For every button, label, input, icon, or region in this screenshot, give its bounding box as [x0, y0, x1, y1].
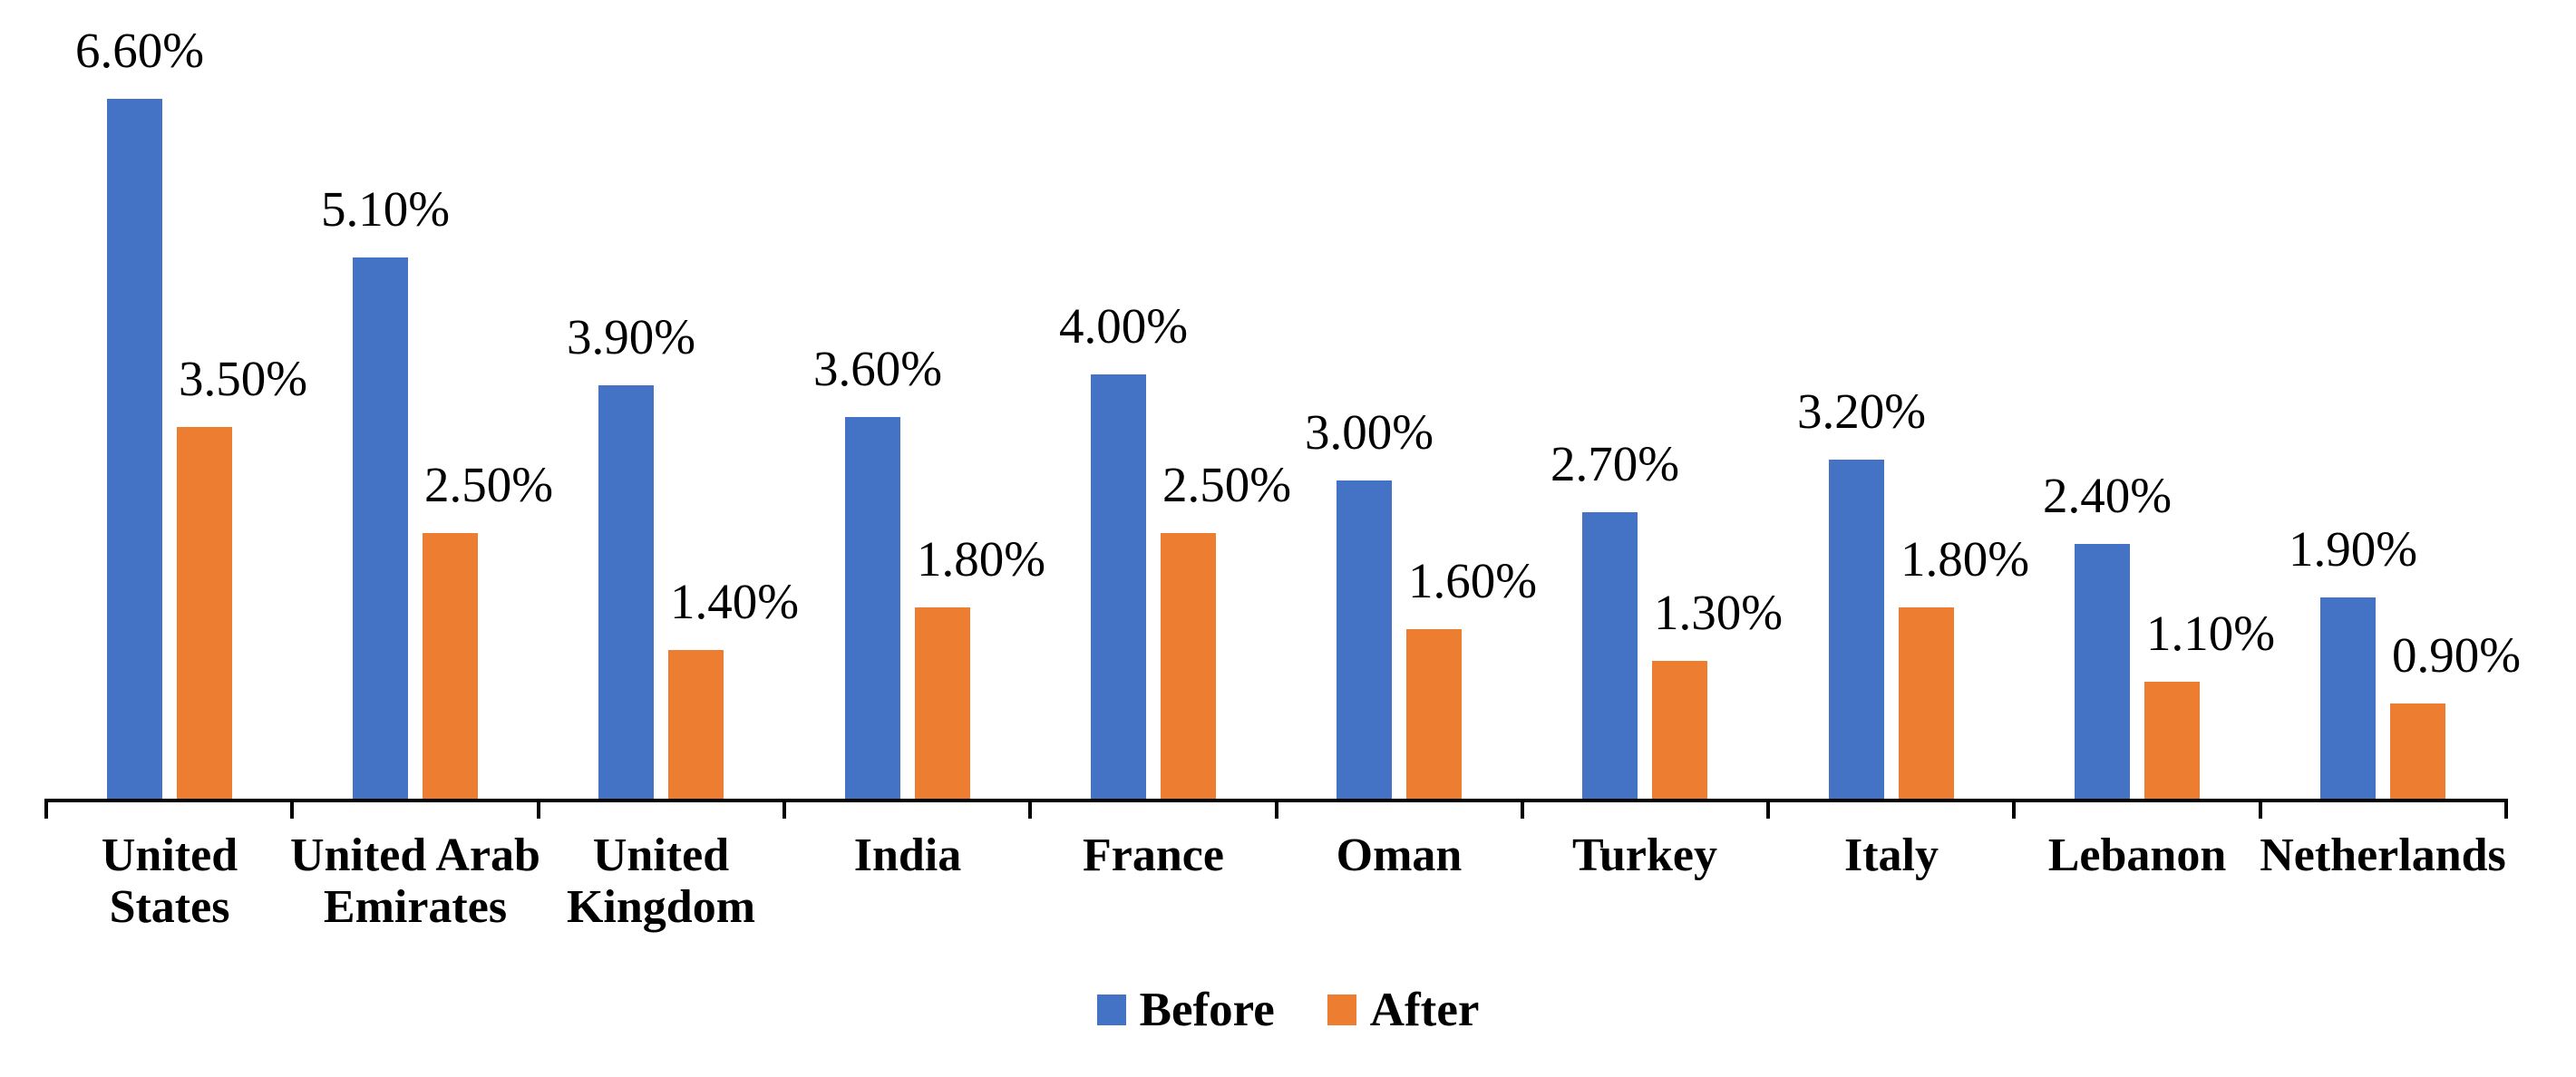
- bar-after-united-states: [177, 427, 232, 799]
- bar-before-netherlands: [2320, 597, 2376, 799]
- bar-before-lebanon: [2075, 544, 2130, 799]
- value-label-before-turkey: 2.70%: [1550, 436, 1680, 491]
- category-label-oman: Oman: [1336, 830, 1463, 881]
- value-label-before-united-arab-emirates: 5.10%: [320, 181, 451, 237]
- x-axis-tick: [2504, 799, 2508, 819]
- value-label-before-france: 4.00%: [1058, 298, 1189, 354]
- value-label-after-turkey: 1.30%: [1653, 585, 1784, 640]
- category-label-united-states: United States: [101, 830, 238, 933]
- category-label-lebanon: Lebanon: [2047, 830, 2227, 881]
- bar-before-france: [1091, 374, 1146, 799]
- bar-before-united-kingdom: [598, 385, 654, 799]
- value-label-before-netherlands: 1.90%: [2288, 521, 2418, 577]
- value-label-after-lebanon: 1.10%: [2145, 606, 2276, 661]
- x-axis-tick: [783, 799, 786, 819]
- value-label-after-united-arab-emirates: 2.50%: [423, 457, 554, 512]
- bar-after-united-kingdom: [668, 650, 724, 799]
- bar-before-united-states: [107, 99, 162, 799]
- value-label-before-lebanon: 2.40%: [2042, 468, 2173, 523]
- value-label-after-united-kingdom: 1.40%: [669, 574, 800, 629]
- bar-before-india: [845, 417, 900, 799]
- legend-item-before: Before: [1096, 983, 1275, 1036]
- x-axis-tick: [537, 799, 540, 819]
- bar-before-united-arab-emirates: [353, 257, 408, 799]
- value-label-before-india: 3.60%: [812, 341, 943, 396]
- x-axis-tick: [2012, 799, 2016, 819]
- category-label-india: India: [853, 830, 962, 881]
- x-axis-tick: [290, 799, 294, 819]
- bar-after-italy: [1899, 607, 1954, 799]
- bar-after-turkey: [1652, 661, 1707, 799]
- legend-label-after: After: [1369, 983, 1480, 1036]
- category-label-turkey: Turkey: [1572, 830, 1717, 881]
- bar-after-france: [1161, 533, 1216, 799]
- legend-swatch-after-icon: [1327, 995, 1356, 1025]
- bar-after-india: [915, 607, 970, 799]
- category-label-italy: Italy: [1844, 830, 1939, 881]
- legend-item-after: After: [1327, 983, 1480, 1036]
- category-label-united-arab-emirates: United Arab Emirates: [290, 830, 540, 933]
- value-label-after-oman: 1.60%: [1407, 553, 1538, 608]
- bar-before-turkey: [1582, 512, 1638, 799]
- legend-label-before: Before: [1139, 983, 1275, 1036]
- x-axis-tick: [1766, 799, 1770, 819]
- value-label-before-oman: 3.00%: [1304, 404, 1434, 460]
- category-label-netherlands: Netherlands: [2260, 830, 2506, 881]
- x-axis-tick: [1521, 799, 1524, 819]
- bar-after-united-arab-emirates: [423, 533, 478, 799]
- legend-swatch-before-icon: [1096, 995, 1126, 1025]
- value-label-after-united-states: 3.50%: [178, 351, 308, 406]
- bar-after-netherlands: [2390, 703, 2445, 799]
- value-label-after-france: 2.50%: [1162, 457, 1292, 512]
- bar-after-oman: [1406, 629, 1462, 799]
- value-label-after-italy: 1.80%: [1900, 531, 2030, 587]
- bar-before-italy: [1829, 460, 1884, 799]
- x-axis-tick: [44, 799, 48, 819]
- bar-before-oman: [1337, 480, 1392, 799]
- x-axis-tick: [1028, 799, 1032, 819]
- legend: Before After: [0, 981, 2576, 1039]
- bar-after-lebanon: [2144, 682, 2200, 799]
- value-label-before-italy: 3.20%: [1796, 383, 1927, 439]
- value-label-before-united-kingdom: 3.90%: [566, 309, 696, 364]
- value-label-after-netherlands: 0.90%: [2391, 627, 2522, 683]
- x-axis-tick: [1275, 799, 1278, 819]
- category-label-france: France: [1083, 830, 1224, 881]
- x-axis-tick: [2259, 799, 2262, 819]
- value-label-before-united-states: 6.60%: [74, 23, 205, 78]
- value-label-after-india: 1.80%: [916, 531, 1046, 587]
- category-label-united-kingdom: United Kingdom: [566, 830, 756, 933]
